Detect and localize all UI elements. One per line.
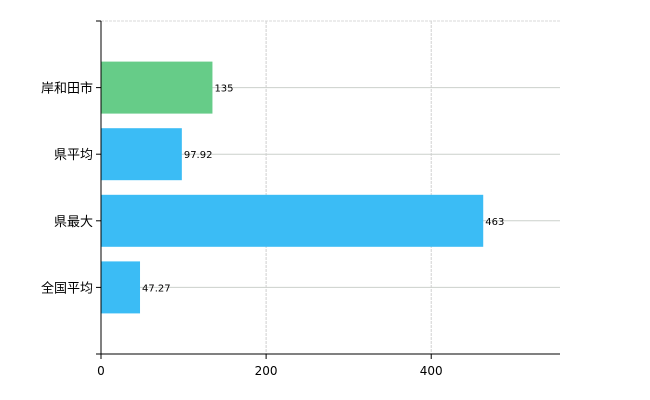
category-label-2: 県最大 xyxy=(54,215,93,230)
data-label-0: 135 xyxy=(214,84,233,95)
category-label-1: 県平均 xyxy=(54,148,93,163)
x-tick-label-2: 400 xyxy=(420,364,443,378)
bar-2 xyxy=(101,194,484,247)
bar-0 xyxy=(101,61,213,114)
data-label-2: 463 xyxy=(485,217,504,228)
category-label-0: 岸和田市 xyxy=(41,81,93,97)
bar-1 xyxy=(101,128,182,181)
data-label-3: 47.27 xyxy=(142,283,171,294)
bar-3 xyxy=(101,261,141,314)
data-label-1: 97.92 xyxy=(184,150,213,161)
x-tick-label-0: 0 xyxy=(97,364,105,378)
x-tick-label-1: 200 xyxy=(255,364,278,378)
category-label-3: 全国平均 xyxy=(41,280,93,296)
